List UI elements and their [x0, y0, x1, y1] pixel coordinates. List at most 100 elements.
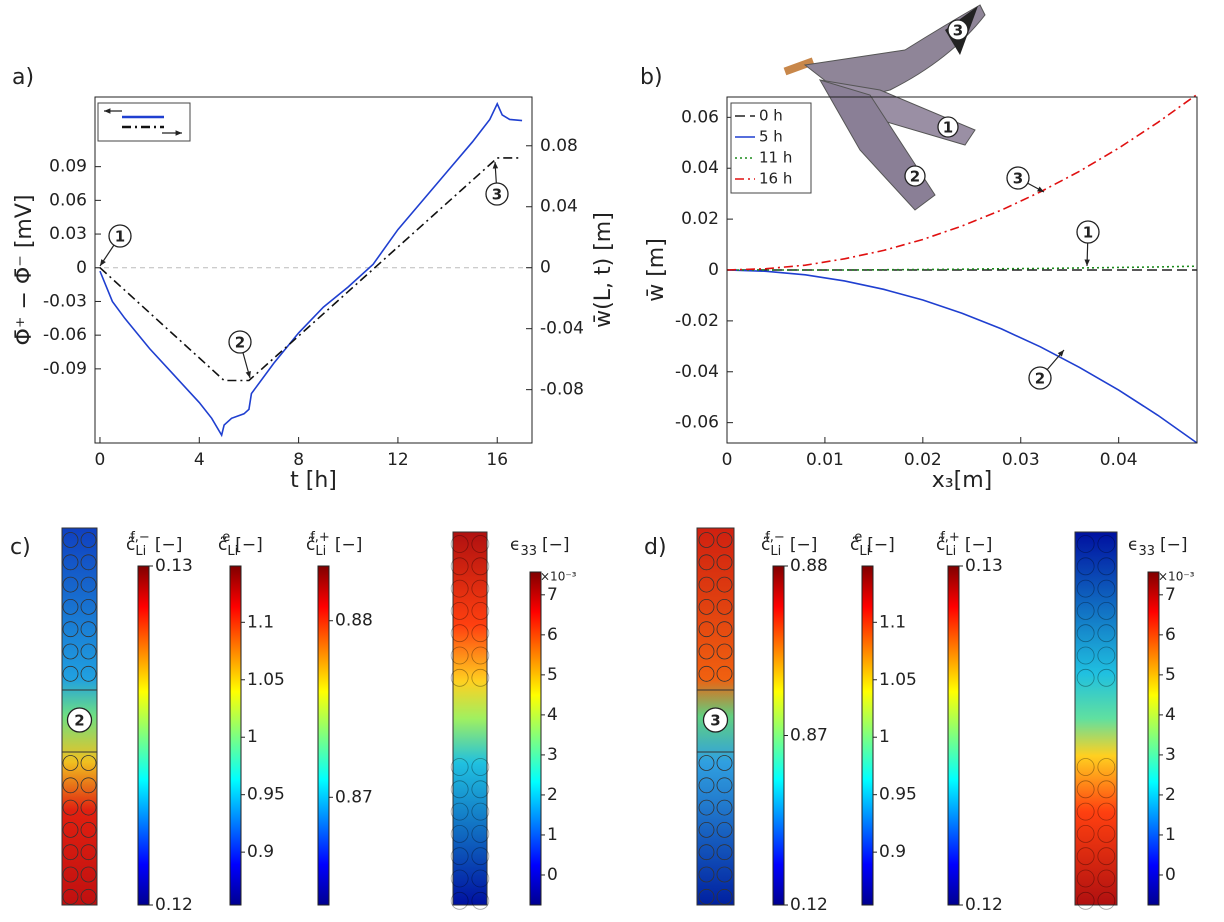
annotation-circle [228, 330, 252, 354]
colorbar [1147, 571, 1160, 906]
colorbar-tick-label: 3 [547, 745, 558, 765]
y-tick-label: 0.06 [49, 190, 87, 210]
colorbar-tick-label: 0.95 [247, 785, 285, 805]
panel-label: c) [10, 535, 31, 560]
colorbar-tick-label: 4 [547, 705, 558, 725]
particle [62, 888, 79, 905]
particle [698, 866, 715, 883]
particle-eps [1097, 758, 1116, 776]
colorbar-label: c̃Lie [−] [850, 530, 895, 559]
particle [716, 621, 733, 638]
colorbar-label-part: [−] [235, 535, 263, 555]
particle-eps [471, 602, 490, 620]
series-line [726, 93, 1198, 271]
particle-eps [1097, 624, 1116, 643]
colorbar-label-part: [−] [155, 535, 183, 555]
particle [716, 777, 733, 794]
y-tick-label: -0.04 [675, 362, 719, 382]
colorbar-tick-label: 6 [547, 625, 558, 645]
colorbar-tick-label: 0.12 [790, 895, 828, 915]
particle-eps [1097, 825, 1116, 843]
colorbar-tick-label: 7 [1165, 585, 1176, 605]
plot-frame [94, 96, 533, 444]
y-axis-label: w̄ [m] [644, 238, 669, 302]
arrow-head [1057, 350, 1064, 357]
particle [62, 822, 79, 838]
annotation-circle [937, 116, 959, 138]
particle-eps [450, 602, 469, 620]
colorbar-label-part: c̃ [850, 535, 859, 555]
particle-eps [1097, 535, 1116, 553]
colorbar-tick-label: 0.9 [879, 842, 906, 862]
particle [80, 576, 97, 593]
particle [716, 755, 733, 771]
y-tick-label: 0.09 [49, 157, 87, 177]
particle-eps [1076, 780, 1095, 799]
y-tick-label: -0.09 [43, 359, 87, 379]
y2-tick-label: 0.08 [540, 136, 578, 156]
particle-eps [1097, 579, 1116, 598]
y2-axis-label: w̄(L, t) [m] [591, 212, 616, 328]
particle [698, 844, 715, 861]
colorbar-label-part: [−] [335, 535, 363, 555]
annotation: 2 [235, 334, 245, 352]
x-tick-label: 0.03 [1002, 450, 1040, 470]
particle-eps [1076, 847, 1095, 866]
particle [62, 576, 79, 593]
colorbar-label-part: ϵ [1128, 535, 1138, 555]
particle-eps [471, 758, 490, 776]
particle [716, 665, 733, 682]
arrow-head [492, 162, 499, 169]
particle [716, 888, 733, 905]
arrow-head [104, 108, 111, 114]
colorbar-tick-label: 2 [1165, 785, 1176, 805]
particle [62, 799, 79, 816]
annotation: 2 [1035, 370, 1045, 388]
particle [716, 822, 733, 838]
colorbar-tick-label: 0.12 [965, 895, 1003, 915]
x-tick-label: 0 [722, 450, 733, 470]
colorbar-label-part: Li [135, 544, 146, 559]
particle-eps [471, 535, 490, 553]
particle [62, 532, 79, 548]
y2-tick-label: -0.08 [540, 380, 584, 400]
particle-eps [471, 646, 490, 665]
y-tick-label: 0 [708, 260, 719, 280]
arrow-head [1037, 186, 1044, 192]
particle [716, 554, 733, 571]
series-line [99, 157, 523, 382]
particle [698, 777, 715, 794]
colorbar-label-part: f,+ [310, 530, 330, 545]
colorbar [529, 571, 542, 906]
colorbar-label-part: [−] [1160, 535, 1188, 555]
colorbar-tick-label: 1 [879, 727, 890, 747]
particle [62, 599, 79, 615]
y-tick-label: -0.06 [43, 325, 87, 345]
particle [716, 576, 733, 593]
colorbar-label: c̃Lie [−] [218, 530, 263, 559]
particle [80, 621, 97, 638]
field-eps [452, 531, 488, 906]
x-tick-label: 4 [194, 450, 205, 470]
colorbar-label-part: 33 [520, 544, 537, 559]
particle [80, 532, 97, 548]
colorbar-tick-label: 3 [1165, 745, 1176, 765]
colorbar-tick-label: 0.13 [155, 556, 193, 576]
annotation: 3 [710, 712, 720, 730]
annotation-circle [904, 165, 926, 187]
particle-eps [471, 825, 490, 843]
x-tick-label: 8 [293, 450, 304, 470]
colorbar-label: c̃Lif,+ [−] [936, 530, 992, 559]
colorbar-label: c̃Lif,+ [−] [306, 530, 362, 559]
particle [716, 599, 733, 615]
particle [62, 777, 79, 794]
particle [80, 554, 97, 571]
colorbar-label: ϵ33 [−] [1128, 535, 1188, 559]
colorbar [861, 565, 874, 906]
colorbar-tick-label: 1 [1165, 825, 1176, 845]
y-tick-label: 0.06 [681, 107, 719, 127]
arrow-head [175, 130, 182, 136]
particle-eps [1076, 668, 1095, 687]
x-tick-label: 12 [387, 450, 409, 470]
